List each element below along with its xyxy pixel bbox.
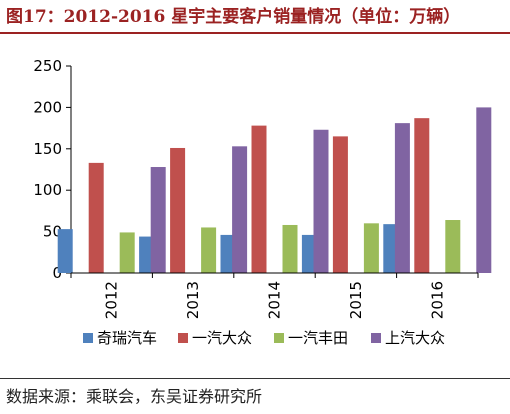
- legend-label: 一汽丰田: [288, 329, 348, 347]
- x-tick-label: 2013: [184, 281, 202, 319]
- y-tick-label: 200: [33, 98, 62, 116]
- bar: [170, 147, 186, 273]
- bar: [57, 229, 73, 273]
- source-note: 数据来源：乘联会，东吴证券研究所: [6, 387, 263, 406]
- x-tick-label: 2012: [103, 281, 121, 319]
- legend: 奇瑞汽车 一汽大众 一汽丰田 上汽大众: [83, 329, 445, 347]
- bar: [232, 146, 248, 273]
- bar: [150, 167, 166, 273]
- legend-swatch: [83, 333, 93, 343]
- bar: [383, 224, 399, 273]
- legend-swatch: [274, 333, 284, 343]
- y-tick-label: 100: [33, 181, 62, 199]
- y-tick-label: 0: [52, 264, 62, 282]
- figure-title: 图17：2012-2016 星宇主要客户销量情况（单位：万辆）: [6, 7, 461, 27]
- bar: [119, 232, 135, 273]
- legend-label: 奇瑞汽车: [97, 329, 157, 347]
- bars: [57, 107, 492, 274]
- bar: [220, 234, 236, 273]
- bar: [363, 223, 379, 273]
- y-tick-label: 150: [33, 140, 62, 158]
- x-axis: 2012 2013 2014 2015 2016: [70, 272, 479, 319]
- y-tick-label: 250: [33, 57, 62, 75]
- legend-label: 上汽大众: [385, 329, 445, 347]
- bar-chart: 0 50 100 150 200 250 2012 2013 2014 2015 2016 奇瑞汽…: [33, 57, 492, 347]
- bar: [445, 220, 461, 273]
- bar: [313, 129, 329, 273]
- bar: [332, 136, 348, 273]
- legend-swatch: [371, 333, 381, 343]
- x-tick-label: 2015: [347, 281, 365, 319]
- bar: [139, 236, 155, 273]
- bar: [88, 162, 104, 273]
- source-divider: [0, 378, 510, 379]
- legend-swatch: [178, 333, 188, 343]
- bar: [414, 118, 430, 273]
- bar: [394, 123, 410, 273]
- y-tick-label: 50: [43, 223, 62, 241]
- bar: [476, 107, 492, 274]
- bar: [201, 227, 217, 273]
- title-divider: [0, 32, 510, 34]
- bar: [282, 224, 298, 273]
- bar: [301, 234, 317, 273]
- x-tick-label: 2016: [428, 281, 446, 319]
- bar: [251, 125, 267, 273]
- legend-label: 一汽大众: [192, 329, 252, 347]
- x-tick-label: 2014: [266, 281, 284, 319]
- y-axis: 0 50 100 150 200 250: [33, 57, 72, 282]
